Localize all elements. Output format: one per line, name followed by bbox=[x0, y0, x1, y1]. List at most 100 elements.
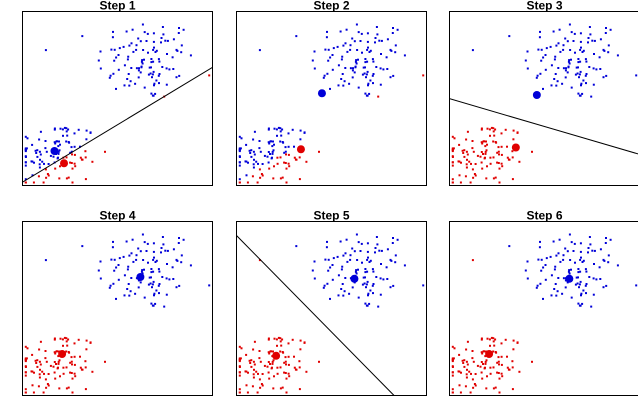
data-point bbox=[261, 373, 264, 375]
data-point bbox=[79, 156, 82, 159]
data-point bbox=[63, 126, 66, 129]
panel-plot-area bbox=[238, 23, 425, 184]
data-point bbox=[287, 355, 290, 358]
panel-title: Step 3 bbox=[526, 0, 562, 13]
data-point bbox=[578, 73, 581, 76]
data-point bbox=[569, 259, 572, 261]
data-point bbox=[39, 130, 42, 133]
data-point bbox=[486, 127, 489, 130]
data-point bbox=[580, 256, 582, 259]
data-point bbox=[341, 55, 344, 58]
data-point bbox=[451, 155, 454, 158]
data-point bbox=[451, 178, 454, 181]
data-point bbox=[143, 296, 146, 299]
data-point bbox=[472, 386, 475, 389]
data-point bbox=[512, 129, 515, 132]
data-point bbox=[471, 168, 474, 171]
data-point bbox=[135, 48, 138, 51]
panel-plot-area bbox=[22, 23, 213, 184]
data-point bbox=[137, 76, 140, 79]
data-point bbox=[135, 258, 138, 261]
data-point bbox=[535, 286, 538, 289]
data-point bbox=[80, 368, 83, 371]
data-point bbox=[271, 362, 274, 365]
data-point bbox=[489, 134, 491, 137]
data-point bbox=[327, 269, 330, 272]
data-point bbox=[115, 56, 118, 59]
data-point bbox=[123, 84, 126, 87]
data-point bbox=[117, 54, 120, 56]
data-point bbox=[361, 73, 364, 76]
data-point bbox=[374, 41, 376, 44]
data-point bbox=[471, 49, 474, 52]
data-point bbox=[498, 391, 501, 394]
data-point bbox=[375, 26, 378, 28]
data-point bbox=[80, 158, 83, 161]
data-point bbox=[311, 269, 314, 272]
data-point bbox=[299, 348, 302, 351]
data-point bbox=[374, 251, 376, 254]
data-point bbox=[561, 292, 564, 295]
data-point bbox=[465, 360, 468, 363]
data-point bbox=[476, 154, 479, 157]
data-point bbox=[38, 163, 41, 166]
data-point bbox=[544, 278, 547, 281]
data-point bbox=[466, 340, 469, 343]
data-point bbox=[149, 72, 152, 75]
data-point bbox=[189, 264, 192, 267]
data-point bbox=[500, 372, 503, 375]
data-point bbox=[357, 296, 360, 299]
data-point bbox=[153, 82, 156, 85]
data-point bbox=[492, 177, 495, 180]
data-point bbox=[252, 360, 255, 363]
data-point bbox=[24, 388, 27, 391]
data-point bbox=[536, 74, 539, 77]
data-point bbox=[258, 49, 261, 52]
data-point bbox=[344, 67, 347, 69]
data-point bbox=[153, 84, 155, 87]
data-point bbox=[352, 67, 354, 70]
data-point bbox=[238, 391, 241, 394]
data-point bbox=[245, 174, 248, 177]
data-point bbox=[588, 26, 591, 28]
data-point bbox=[54, 377, 57, 380]
data-point bbox=[580, 82, 583, 85]
data-point bbox=[62, 344, 64, 347]
data-point bbox=[108, 286, 111, 289]
data-point bbox=[587, 37, 590, 39]
data-point bbox=[498, 153, 500, 156]
data-point bbox=[65, 387, 68, 390]
data-point bbox=[369, 79, 372, 82]
data-point bbox=[326, 72, 329, 75]
data-point bbox=[24, 135, 27, 138]
data-point bbox=[578, 76, 580, 79]
data-point bbox=[47, 174, 50, 177]
panel-title: Step 5 bbox=[313, 209, 349, 223]
data-point bbox=[258, 140, 261, 142]
data-point bbox=[62, 366, 65, 369]
data-point bbox=[511, 150, 514, 153]
data-point bbox=[238, 161, 241, 164]
data-point bbox=[118, 47, 121, 50]
data-point bbox=[53, 338, 56, 341]
data-point bbox=[65, 177, 68, 180]
data-point bbox=[130, 67, 133, 69]
data-point bbox=[607, 51, 610, 54]
data-point bbox=[272, 359, 275, 362]
data-point bbox=[268, 352, 271, 355]
data-point bbox=[526, 260, 529, 263]
data-point bbox=[379, 293, 382, 296]
data-point bbox=[272, 140, 274, 143]
data-point bbox=[38, 166, 41, 169]
data-point bbox=[580, 46, 582, 49]
data-point bbox=[607, 261, 610, 264]
data-point bbox=[337, 274, 340, 277]
data-point bbox=[178, 74, 181, 77]
data-point bbox=[39, 153, 42, 156]
data-point bbox=[570, 86, 573, 89]
data-point bbox=[472, 176, 475, 179]
data-point bbox=[267, 161, 270, 164]
data-point bbox=[104, 360, 106, 363]
data-point bbox=[151, 73, 154, 76]
data-point bbox=[359, 40, 362, 42]
